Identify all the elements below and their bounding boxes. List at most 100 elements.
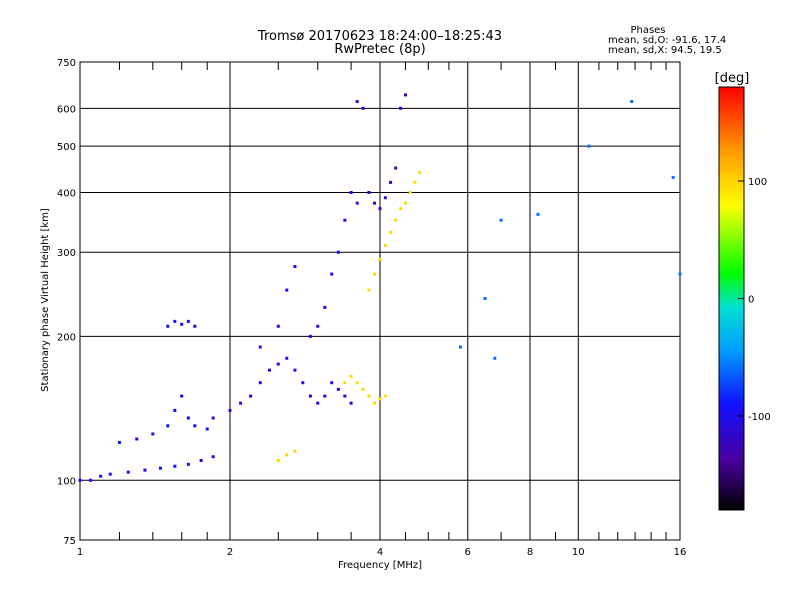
- data-point: [186, 462, 190, 466]
- data-point: [399, 106, 403, 110]
- x-tick-labels: 1 2 4 6 8 10 16: [77, 547, 687, 558]
- data-point: [205, 427, 209, 431]
- data-point: [78, 478, 82, 482]
- data-point: [355, 201, 359, 205]
- data-point: [417, 171, 421, 175]
- y-tick-label: 75: [63, 536, 76, 547]
- data-point: [413, 180, 417, 184]
- data-point: [211, 416, 215, 420]
- data-point: [308, 394, 312, 398]
- y-tick-label: 200: [57, 332, 76, 343]
- data-point: [135, 437, 139, 441]
- data-point: [285, 356, 289, 360]
- colorbar-ticks: 100 0 -100: [738, 177, 771, 423]
- data-point: [330, 381, 334, 385]
- data-point: [267, 368, 271, 372]
- colorbar: [deg] 100 0 -100: [715, 71, 771, 511]
- data-point: [378, 207, 382, 211]
- x-tick-label: 2: [227, 547, 233, 558]
- x-gridlines: [229, 62, 579, 540]
- colorbar-tick-label: 0: [748, 295, 754, 306]
- data-point: [383, 243, 387, 247]
- data-point: [180, 322, 184, 326]
- x-tick-label: 8: [527, 547, 533, 558]
- data-point: [349, 190, 353, 194]
- colorbar-tick-label: 100: [748, 177, 767, 188]
- data-point: [199, 458, 203, 462]
- data-point: [276, 362, 280, 366]
- data-point: [293, 265, 297, 269]
- stats-line-o: mean, sd,O: -91.6, 17.4: [608, 35, 726, 46]
- data-point: [483, 297, 487, 301]
- data-point: [408, 190, 412, 194]
- data-point: [336, 387, 340, 391]
- data-point: [258, 345, 262, 349]
- data-point: [383, 394, 387, 398]
- data-point: [316, 324, 320, 328]
- data-point: [367, 394, 371, 398]
- data-point: [211, 455, 215, 459]
- data-point: [458, 345, 462, 349]
- chart-subtitle: RwPretec (8p): [334, 42, 425, 57]
- x-tick-label: 16: [674, 547, 687, 558]
- data-point: [117, 440, 121, 444]
- data-point: [166, 424, 170, 428]
- data-point: [285, 288, 289, 292]
- colorbar-tick-label: -100: [748, 412, 771, 423]
- data-point: [383, 196, 387, 200]
- data-point: [173, 408, 177, 412]
- data-point: [378, 397, 382, 401]
- data-point: [336, 250, 340, 254]
- data-point: [151, 432, 155, 436]
- data-point: [349, 374, 353, 378]
- data-point: [258, 381, 262, 385]
- data-point: [394, 218, 398, 222]
- data-point: [343, 381, 347, 385]
- data-point: [180, 394, 184, 398]
- data-point: [403, 93, 407, 97]
- data-point: [536, 212, 540, 216]
- y-tick-label: 600: [57, 104, 76, 115]
- y-axis-label: Stationary phase Virtual Height [km]: [40, 208, 51, 392]
- data-point: [349, 401, 353, 405]
- data-point: [276, 458, 280, 462]
- x-axis-label: Frequency [MHz]: [338, 560, 422, 571]
- data-point: [99, 474, 103, 478]
- data-point: [186, 416, 190, 420]
- data-point: [173, 319, 177, 323]
- data-point: [361, 106, 365, 110]
- data-point: [323, 305, 327, 309]
- y-tick-label: 300: [57, 248, 76, 259]
- y-tick-labels: 75 100 200 300 400 500 600 750: [57, 58, 76, 547]
- data-point: [173, 464, 177, 468]
- data-point: [276, 324, 280, 328]
- data-point: [158, 466, 162, 470]
- data-point: [186, 319, 190, 323]
- data-point: [389, 180, 393, 184]
- data-point: [499, 218, 503, 222]
- x-tick-label: 6: [465, 547, 471, 558]
- data-point: [343, 218, 347, 222]
- data-point: [394, 166, 398, 170]
- data-point: [308, 334, 312, 338]
- data-point: [293, 449, 297, 453]
- data-point: [389, 230, 393, 234]
- stats-line-x: mean, sd,X: 94.5, 19.5: [608, 45, 722, 56]
- data-point: [587, 144, 591, 148]
- data-point: [678, 272, 682, 276]
- data-point: [367, 190, 371, 194]
- x-tick-label: 4: [377, 547, 383, 558]
- data-point: [373, 272, 377, 276]
- y-tick-label: 500: [57, 142, 76, 153]
- x-tick-label: 10: [572, 547, 585, 558]
- data-point: [630, 100, 634, 104]
- data-point: [293, 368, 297, 372]
- stats-heading: Phases: [630, 25, 665, 36]
- plot-area: [78, 61, 682, 541]
- data-point: [493, 356, 497, 360]
- data-point: [367, 288, 371, 292]
- data-point: [373, 201, 377, 205]
- data-point: [403, 201, 407, 205]
- data-point: [193, 424, 197, 428]
